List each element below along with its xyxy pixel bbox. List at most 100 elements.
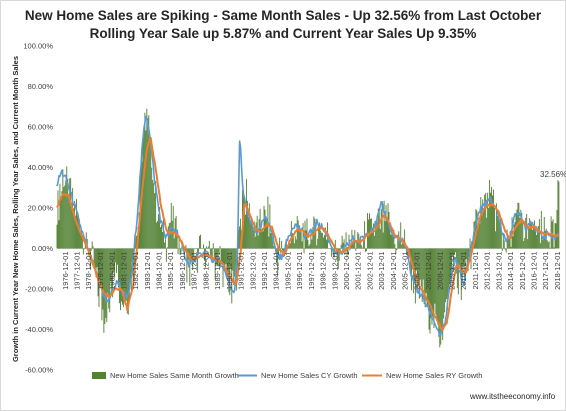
bar (289, 243, 291, 249)
bar (505, 248, 507, 253)
bar (200, 234, 202, 249)
bar (153, 183, 155, 249)
bar (329, 248, 331, 250)
bar (316, 245, 318, 249)
bar (513, 224, 515, 249)
bar (346, 248, 348, 258)
bar (240, 218, 242, 249)
bar (469, 238, 471, 249)
bar (152, 179, 154, 249)
bar (178, 236, 180, 249)
bar (179, 248, 181, 255)
bar (399, 237, 401, 249)
bar (278, 248, 280, 256)
y-tick-label: -40.00% (25, 325, 53, 334)
bar (164, 234, 166, 249)
bar (403, 243, 405, 249)
bar (431, 248, 433, 325)
bar (515, 214, 517, 249)
x-tick-label: 2012-12-01 (483, 252, 492, 290)
bar (151, 167, 153, 249)
bar (546, 240, 548, 249)
bar (325, 227, 326, 249)
bar (390, 234, 392, 249)
bar (362, 247, 364, 249)
bar (421, 248, 423, 302)
bar (446, 248, 448, 300)
bar (206, 247, 208, 249)
bar (442, 248, 444, 340)
bar (472, 236, 474, 249)
x-tick-label: 2016-12-01 (529, 252, 538, 290)
bar (248, 203, 250, 249)
y-tick-label: -20.00% (25, 285, 53, 294)
bar (540, 210, 542, 249)
bar (347, 248, 349, 254)
x-tick-label: 2004-12-01 (389, 252, 398, 290)
bar (116, 248, 118, 273)
x-tick-label: 1979-12-01 (96, 252, 105, 290)
bar (496, 215, 498, 249)
x-tick-label: 1985-12-01 (166, 252, 175, 290)
x-tick-label: 1989-12-01 (213, 252, 222, 290)
bar (260, 228, 262, 249)
bar (419, 248, 421, 280)
bar (395, 248, 397, 254)
x-tick-label: 2011-12-01 (471, 252, 480, 290)
bar (220, 248, 222, 266)
bar (303, 248, 305, 254)
bar (72, 188, 74, 249)
bar (531, 222, 533, 249)
bar (435, 248, 437, 315)
bar (352, 242, 354, 249)
bar (429, 248, 431, 334)
bar (443, 248, 445, 319)
bar (321, 232, 323, 249)
bar (391, 227, 393, 249)
bar (281, 240, 283, 249)
bar (264, 209, 266, 249)
bar (204, 248, 206, 268)
bar (322, 232, 324, 249)
bar (338, 248, 340, 261)
bar (291, 232, 293, 249)
bar (57, 190, 59, 249)
bar (150, 140, 152, 249)
bar (69, 178, 71, 249)
bar (262, 231, 264, 249)
bar (483, 208, 485, 249)
y-tick-label: 20.00% (28, 204, 54, 213)
bar (384, 221, 386, 249)
bar (104, 248, 106, 324)
bar (359, 239, 361, 249)
x-tick-label: 1984-12-01 (155, 252, 164, 290)
x-tick-label: 1981-12-01 (119, 252, 128, 290)
bar (306, 218, 308, 249)
bar (556, 209, 558, 249)
y-tick-label: -60.00% (25, 366, 53, 375)
bar (420, 248, 422, 287)
bar (503, 240, 505, 249)
bar (411, 248, 413, 270)
bar (80, 228, 82, 249)
bar (129, 248, 131, 284)
bar (337, 248, 339, 270)
bar (244, 199, 245, 249)
bar (193, 248, 195, 262)
x-tick-label: 2010-12-01 (459, 252, 468, 290)
bar (312, 227, 314, 249)
bar (438, 248, 440, 337)
bar (62, 169, 64, 249)
bar (247, 217, 249, 249)
x-tick-label: 2014-12-01 (506, 252, 515, 290)
x-tick-label: 2002-12-01 (365, 252, 374, 290)
legend-swatch-bar (92, 372, 106, 379)
bar (276, 248, 278, 264)
bar (416, 248, 418, 291)
bar (107, 248, 109, 294)
bar (108, 248, 110, 309)
bar (94, 248, 96, 268)
bar (64, 185, 66, 249)
chart-subtitle: Rolling Year Sale up 5.87% and Current Y… (89, 26, 477, 41)
bar (146, 108, 148, 249)
